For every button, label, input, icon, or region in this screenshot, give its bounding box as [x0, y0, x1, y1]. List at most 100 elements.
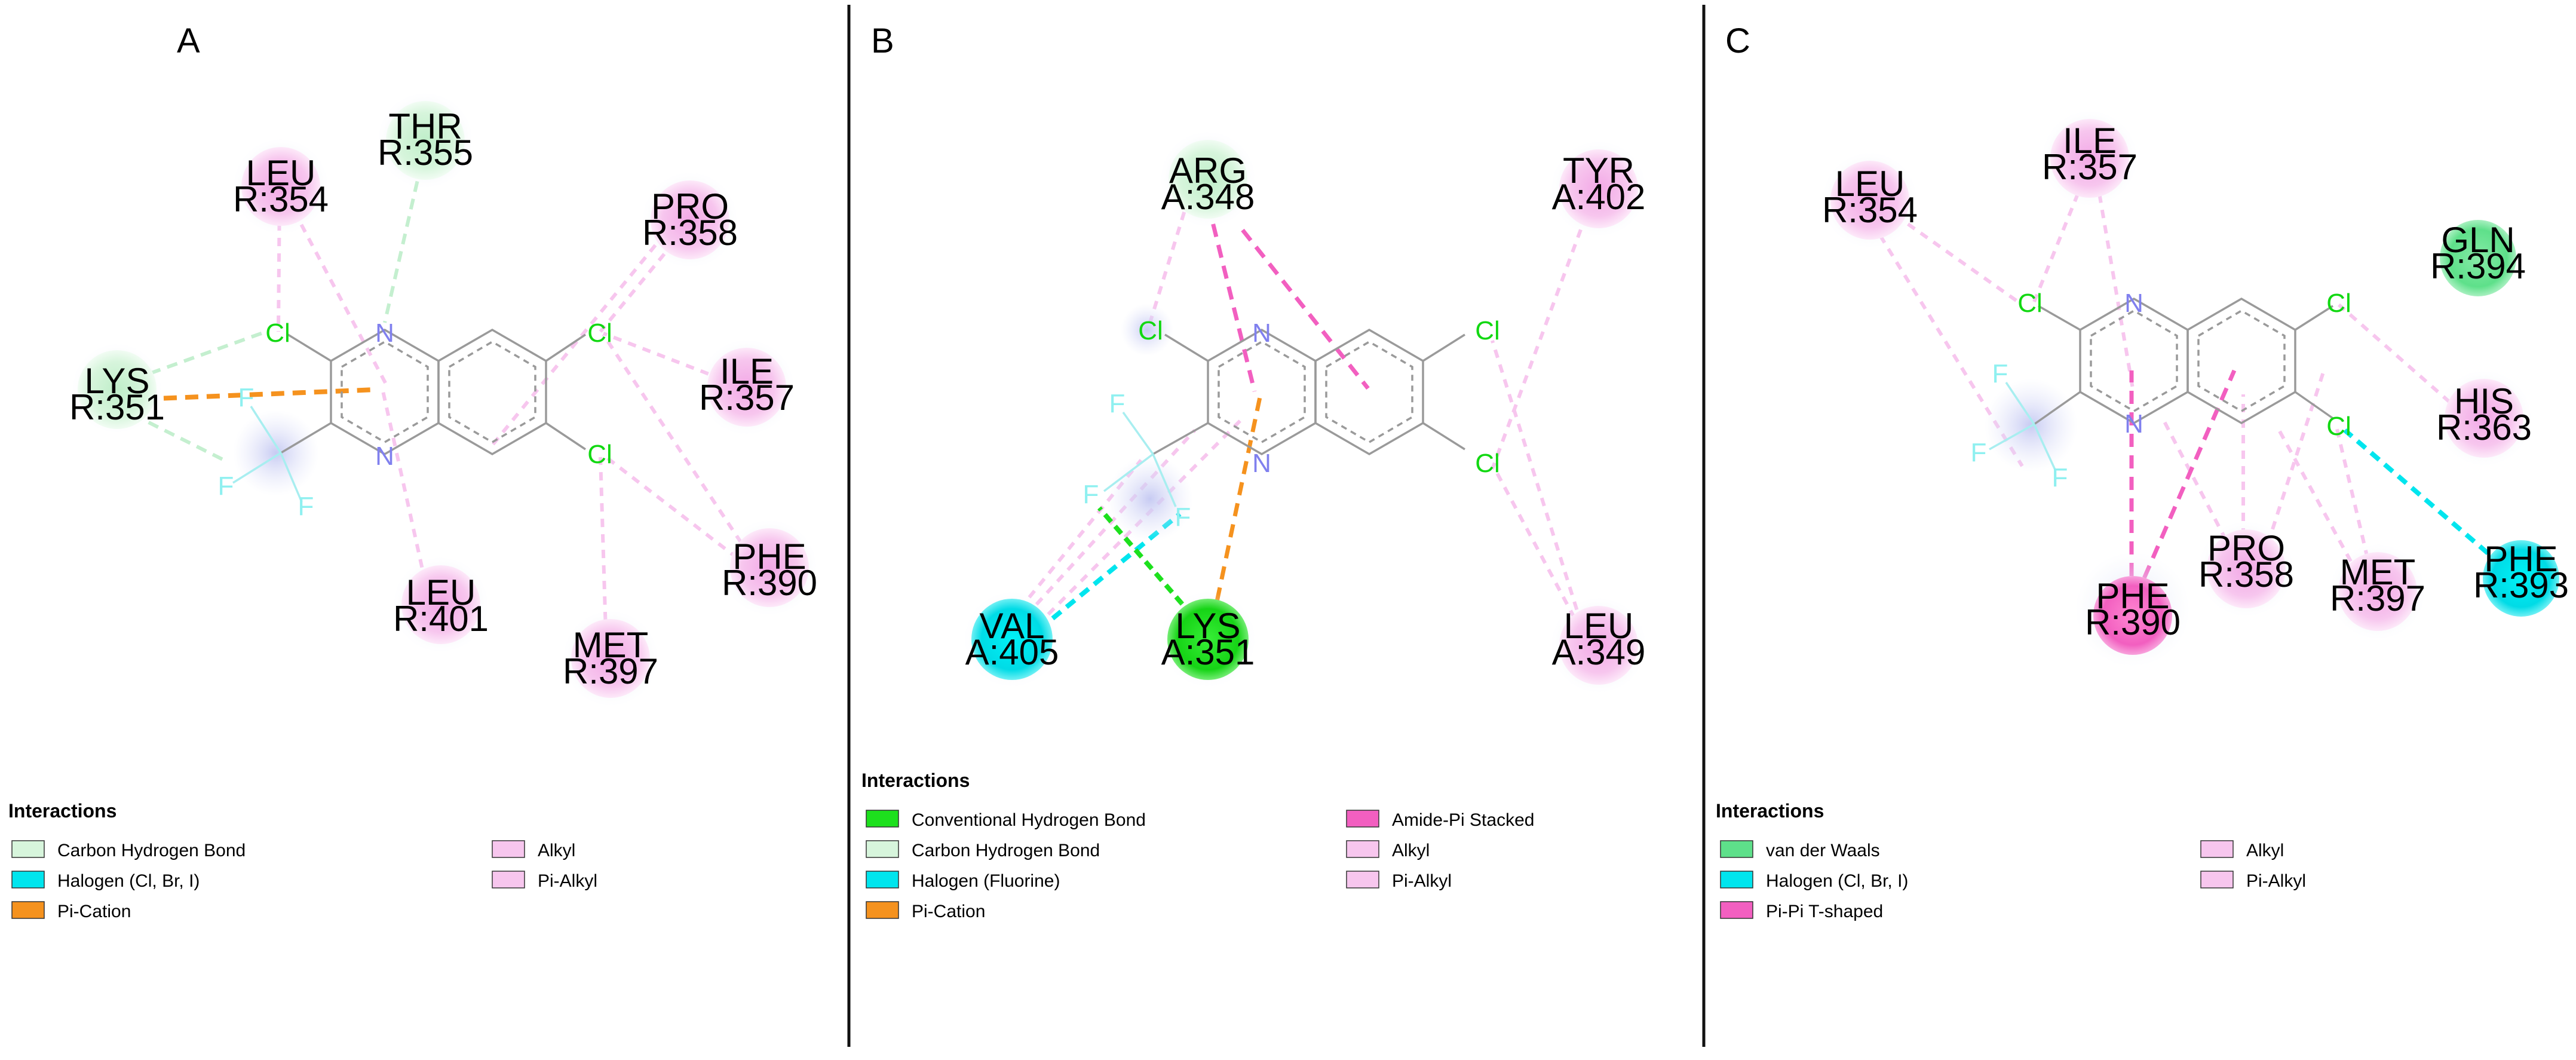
atom-labels-c: N N Cl Cl Cl F F F: [1971, 289, 2351, 492]
residue-ile-357: ILE R:357: [2042, 111, 2138, 206]
ixn-b-arg-ring2: [1206, 203, 1257, 392]
residue-bubble: [2338, 552, 2417, 631]
legend-title: Interactions: [1716, 800, 1824, 822]
residue-name: LEU: [1835, 164, 1905, 204]
residue-id: R:390: [2085, 602, 2181, 642]
bond-a-cl1: [287, 333, 332, 362]
legend-a: Interactions Carbon Hydrogen Bond Haloge…: [8, 800, 597, 921]
residue-id: A:349: [1552, 632, 1646, 672]
legend-c: Interactions van der Waals Halogen (Cl, …: [1716, 800, 2306, 921]
nitrogen-atom: N: [2124, 409, 2143, 439]
legend-swatch: [1720, 840, 1753, 858]
bond-a-f3: [280, 452, 303, 503]
panel-b: B: [861, 22, 1646, 921]
residue-bubble: [2207, 529, 2286, 608]
residue-bubble: [730, 528, 809, 607]
legend-swatch: [1720, 871, 1753, 889]
panel-label-a: A: [177, 22, 200, 60]
benzene-ring-b: [1314, 328, 1424, 456]
residue-id: R:401: [393, 599, 489, 639]
ixn-a-leu401-ring: [381, 388, 427, 583]
cf3-glow-b: [1107, 456, 1193, 542]
fluorine-atom: F: [1175, 503, 1191, 532]
legend-label: Halogen (Cl, Br, I): [1766, 871, 1908, 891]
residue-name: GLN: [2441, 220, 2514, 260]
ixn-b-tyr-cl: [1491, 214, 1588, 470]
residue-bubble: [2050, 119, 2129, 198]
residue-met-397: MET R:397: [563, 611, 658, 706]
bond-b-cl3: [1422, 422, 1465, 451]
interaction-lines-c: [1862, 178, 2517, 599]
residue-name: PRO: [651, 186, 729, 226]
residue-id: R:363: [2436, 408, 2532, 448]
residue-bubble: [386, 101, 465, 180]
ixn-b-leu-cl1: [1491, 340, 1588, 640]
legend-label: Carbon Hydrogen Bond: [57, 841, 246, 860]
residue-id: A:348: [1161, 177, 1255, 217]
legend-label: Pi-Pi T-shaped: [1766, 902, 1883, 921]
bond-a-f2: [232, 452, 281, 484]
ixn-b-val-alkyl2: [1025, 416, 1244, 638]
legend-swatch: [866, 840, 899, 858]
bond-b-cl1: [1164, 333, 1209, 362]
residue-gln-394: GLN R:394: [2430, 220, 2526, 296]
ixn-b-lys-hbond: [1097, 506, 1215, 641]
panel-label-b: B: [871, 22, 894, 60]
bond-a-cl3: [545, 422, 586, 451]
residue-bubble: [2093, 576, 2172, 655]
benzene-inner-c: [2197, 309, 2286, 413]
fluorine-atom: F: [218, 471, 234, 501]
residue-id: A:405: [965, 632, 1059, 672]
residue-bubble: [241, 147, 320, 226]
residue-bubble: [2440, 220, 2516, 296]
legend-title: Interactions: [8, 800, 116, 822]
nitrogen-atom: N: [2124, 289, 2143, 318]
legend-swatch: [866, 871, 899, 889]
residue-bubble: [707, 348, 786, 427]
legend-label: Amide-Pi Stacked: [1392, 810, 1534, 830]
legend-swatch: [2200, 871, 2234, 889]
residue-id: R:354: [233, 179, 329, 219]
chlorine-atom: Cl: [2326, 289, 2351, 318]
residue-name: LYS: [1176, 606, 1241, 646]
ixn-a-phe-cl1: [602, 333, 752, 557]
legend-swatch: [11, 871, 45, 889]
fluorine-atom: F: [1992, 359, 2008, 388]
residue-id: R:358: [2198, 554, 2294, 595]
residue-name: PHE: [2484, 539, 2557, 579]
residue-phe-390: PHE R:390: [722, 520, 817, 615]
molecule-b: [1103, 304, 1465, 542]
bond-c-f3: [2033, 424, 2056, 470]
bond-b-f1: [1122, 411, 1154, 455]
residue-id: R:357: [2042, 147, 2138, 187]
bond-b-f2: [1103, 453, 1154, 492]
residue-name: LEU: [246, 153, 316, 193]
residue-tyr-402: TYR A:402: [1551, 141, 1646, 237]
chlorine-atom: Cl: [2326, 412, 2351, 441]
chlorine-atom: Cl: [587, 318, 612, 348]
legend-swatch: [492, 871, 525, 889]
residue-id: A:402: [1552, 177, 1646, 217]
residue-id: R:358: [642, 213, 738, 253]
ixn-a-thr-n: [383, 146, 427, 323]
benzene-inner-a: [448, 340, 536, 444]
bond-a-f1: [250, 406, 282, 454]
residue-bubble: [78, 350, 157, 429]
chlorine-atom: Cl: [2017, 289, 2043, 318]
residue-bubble: [651, 180, 729, 259]
legend-swatch: [1346, 840, 1379, 858]
residue-name: MET: [2340, 552, 2416, 592]
residue-leu-354: LEU R:354: [233, 139, 329, 234]
ixn-b-val-halogen: [1051, 511, 1182, 621]
residue-pro-358: PRO R:358: [642, 172, 738, 268]
residue-name: HIS: [2454, 381, 2514, 421]
legend-label: Pi-Cation: [912, 902, 985, 921]
residue-bubble: [571, 619, 650, 698]
benzene-inner-b: [1325, 340, 1413, 444]
pyrazine-inner-b: [1218, 340, 1306, 444]
residue-name: PHE: [732, 537, 806, 577]
residue-bubble: [1167, 599, 1249, 680]
residue-bubble: [401, 565, 480, 644]
residue-arg-348: ARG A:348: [1160, 131, 1256, 227]
chlorine-atom: Cl: [265, 318, 290, 348]
